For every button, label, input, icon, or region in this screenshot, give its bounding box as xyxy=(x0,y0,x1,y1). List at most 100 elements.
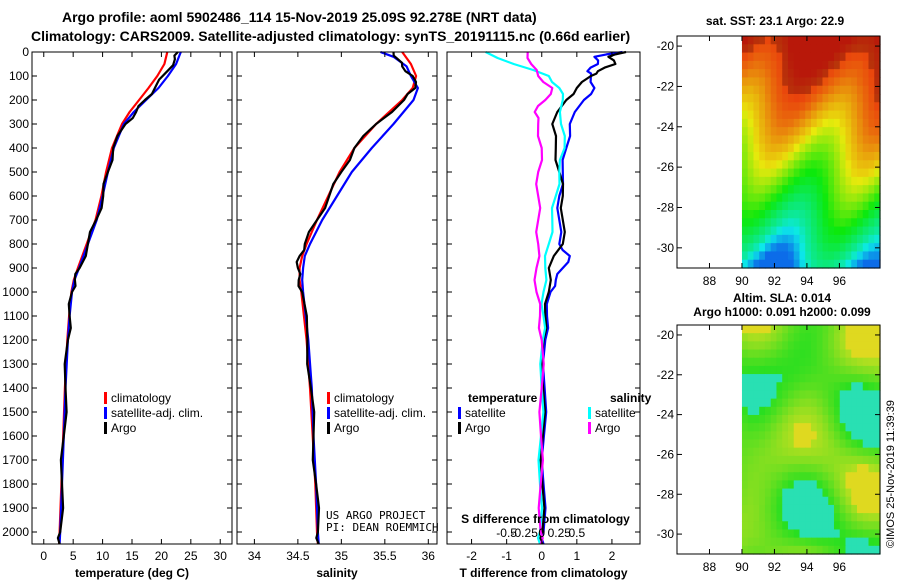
map-cell xyxy=(805,102,812,112)
map-cell xyxy=(741,110,749,120)
map-cell xyxy=(862,357,870,367)
map-cell xyxy=(759,374,766,383)
map-cell xyxy=(828,537,835,547)
map-cell xyxy=(782,398,789,408)
map-cell xyxy=(770,176,778,186)
map-cell xyxy=(845,152,852,161)
map-cell xyxy=(782,439,789,449)
map-cell xyxy=(770,496,778,506)
map-cell xyxy=(759,52,766,62)
map-cell xyxy=(816,110,824,120)
map-cell xyxy=(833,94,841,103)
map-cell xyxy=(787,210,795,219)
map-cell xyxy=(776,135,783,145)
map-cell xyxy=(770,406,778,416)
map-cell xyxy=(747,431,755,441)
map-cell xyxy=(845,185,852,195)
map-cell xyxy=(822,60,829,70)
map-cell xyxy=(770,488,778,498)
map-cell xyxy=(764,357,772,367)
map-cell xyxy=(874,504,881,514)
map-cell xyxy=(747,365,755,375)
legend-label: satellite-adj. clim. xyxy=(111,406,203,420)
map-cell xyxy=(753,127,760,137)
map-cell xyxy=(805,69,812,79)
map-cell xyxy=(787,243,795,253)
map-cell xyxy=(782,135,789,145)
map-cell xyxy=(759,455,766,465)
y-tick-label: 1000 xyxy=(2,285,29,299)
map-cell xyxy=(787,472,795,481)
map-cell xyxy=(828,529,835,539)
map-cell xyxy=(810,127,818,137)
x2-tick-label: -0.25 xyxy=(511,526,539,540)
map-cell xyxy=(759,259,766,269)
map-cell xyxy=(845,210,852,219)
map-cell xyxy=(759,77,766,87)
map-cell xyxy=(868,152,875,161)
y-tick-label: -22 xyxy=(657,79,675,93)
map-cell xyxy=(787,414,795,424)
map-cell xyxy=(805,168,812,178)
map-cell xyxy=(776,455,783,465)
map-cell xyxy=(862,439,870,449)
map-cell xyxy=(839,365,847,375)
map-cell xyxy=(764,185,772,195)
map-cell xyxy=(753,118,760,128)
map-cell xyxy=(816,521,824,531)
map-cell xyxy=(787,193,795,203)
map-cell xyxy=(862,160,870,170)
map-cell xyxy=(741,398,749,408)
map-cell xyxy=(793,496,801,506)
map-cell xyxy=(833,333,841,342)
map-cell xyxy=(805,480,812,490)
map-cell xyxy=(862,243,870,253)
map-cell xyxy=(862,251,870,261)
map-cell xyxy=(770,513,778,522)
map-cell xyxy=(782,259,789,269)
map-cell xyxy=(753,193,760,203)
map-cell xyxy=(770,447,778,457)
map-cell xyxy=(874,357,881,367)
map-cell xyxy=(874,110,881,120)
map-cell xyxy=(822,325,829,334)
map-cell xyxy=(856,210,864,219)
map-cell xyxy=(770,77,778,87)
map-cell xyxy=(851,259,858,269)
map-cell xyxy=(787,176,795,186)
map-cell xyxy=(770,341,778,351)
map-cell xyxy=(787,406,795,416)
map-cell xyxy=(793,102,801,112)
map-cell xyxy=(862,414,870,424)
map-cell xyxy=(856,349,864,359)
map-cell xyxy=(770,472,778,481)
map-cell xyxy=(753,349,760,359)
map-cell xyxy=(799,160,806,170)
map-cell xyxy=(828,472,835,481)
map-cell xyxy=(782,537,789,547)
map-cell xyxy=(776,168,783,178)
map-cell xyxy=(822,85,829,95)
map-cell xyxy=(787,423,795,432)
map-cell xyxy=(793,349,801,359)
map-cell xyxy=(822,431,829,441)
map-cell xyxy=(874,251,881,261)
map-cell xyxy=(822,341,829,351)
map-cell xyxy=(787,36,795,45)
map-cell xyxy=(747,210,755,219)
map-cell xyxy=(810,176,818,186)
map-cell xyxy=(799,406,806,416)
map-cell xyxy=(833,69,841,79)
map-cell xyxy=(782,529,789,539)
map-cell xyxy=(856,52,864,62)
map-cell xyxy=(810,77,818,87)
map-cell xyxy=(747,201,755,211)
map-cell xyxy=(759,513,766,522)
map-cell xyxy=(805,349,812,359)
map-cell xyxy=(856,259,864,269)
legend-label: Argo xyxy=(465,421,491,435)
map-cell xyxy=(770,390,778,400)
y-tick-label: 700 xyxy=(9,213,29,227)
map-cell xyxy=(868,168,875,178)
